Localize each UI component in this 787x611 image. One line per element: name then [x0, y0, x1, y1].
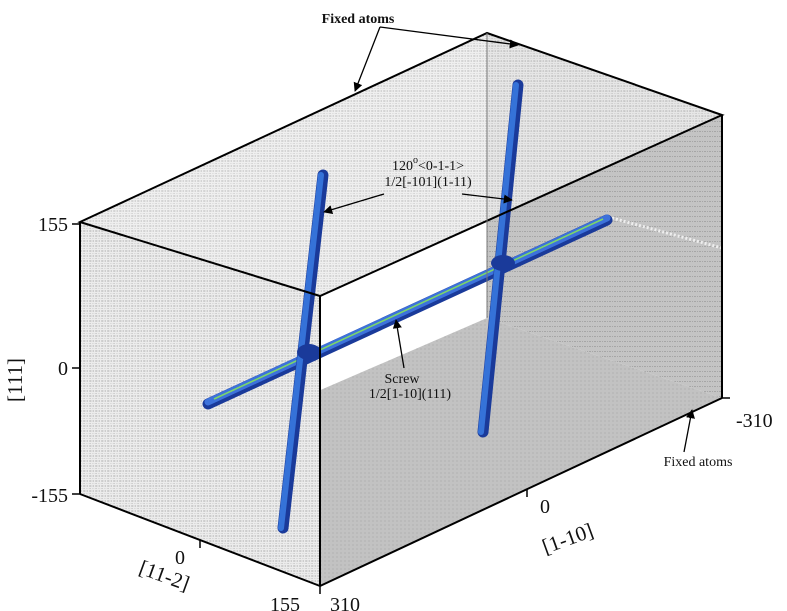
depth-axis-tick-last: 155	[270, 594, 300, 611]
dislocation-type-label: 120o<0-1-1>	[392, 155, 464, 174]
vertical-axis-tick-bottom: -155	[31, 485, 68, 507]
fixed-atoms-top-arrow-right	[379, 26, 519, 49]
fixed-atoms-top-arrow-left	[353, 26, 381, 92]
left-junction-node	[297, 344, 321, 360]
vertical-axis-tick-middle: 0	[58, 358, 68, 380]
screw-label: Screw	[385, 372, 421, 387]
fixed-atoms-right-label: Fixed atoms	[664, 455, 733, 470]
dislocation-burgers-label: 1/2[-101](1-11)	[384, 175, 472, 190]
fixed-atom-row-right	[611, 216, 723, 250]
axis-ticks	[72, 223, 730, 594]
top-face	[80, 33, 722, 296]
screw-burgers-label: 1/2[1-10](111)	[369, 387, 451, 402]
right-junction-node	[491, 255, 515, 271]
dislocation-angle-superscript: o	[413, 155, 418, 166]
dislocation-arrow-right	[461, 193, 513, 204]
vertical-axis-tick-top: 155	[38, 214, 68, 236]
depth-axis-tick-first: 0	[175, 547, 185, 569]
fixed-atoms-right-arrow	[683, 409, 695, 453]
dislocation-structure	[202, 79, 613, 534]
vertical-axis-label: [111]	[3, 358, 27, 402]
box-edge-bottom-right	[319, 397, 723, 587]
left-wall-face	[80, 222, 320, 586]
screw-dislocation-core	[213, 218, 604, 400]
screw-arrow	[392, 319, 405, 369]
horizontal-axis-tick-last: 310	[330, 594, 360, 611]
horizontal-axis-label: [1-10]	[539, 518, 597, 559]
dislocation-angle-text: 120	[392, 159, 413, 174]
fixed-atoms-top-label: Fixed atoms	[322, 12, 395, 27]
horizontal-axis-tick-middle: 0	[540, 496, 550, 518]
dislocation-direction-text: <0-1-1>	[418, 159, 464, 174]
simulation-box-frame	[77, 31, 725, 587]
horizontal-axis-tick-first: -310	[736, 410, 773, 432]
dislocation-arrow-left	[323, 193, 385, 215]
